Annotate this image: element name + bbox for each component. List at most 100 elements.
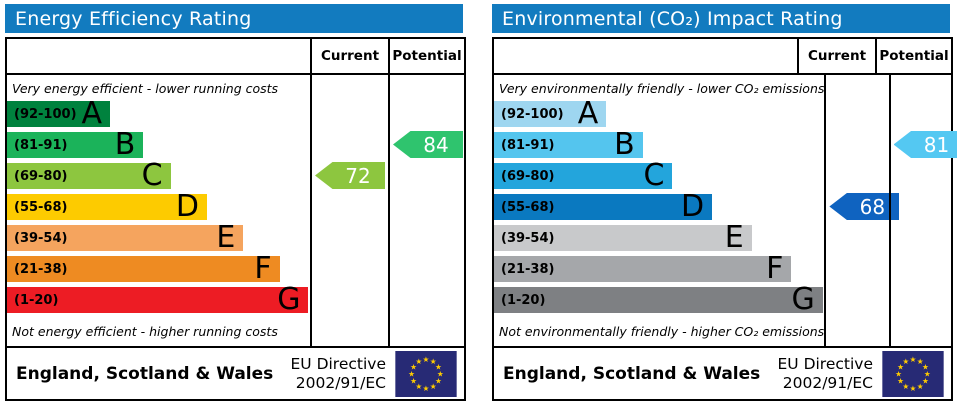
co2-bottom-caption: Not environmentally friendly - higher CO… (499, 323, 825, 339)
region-label: England, Scotland & Wales (16, 363, 274, 384)
co2-potential-rating-arrow: 81 (893, 131, 957, 158)
energy-panel-title: Energy Efficiency Rating (15, 7, 252, 30)
energy-table-header: Current Potential (7, 39, 464, 75)
energy-header-spacer (7, 39, 310, 73)
svg-text:★: ★ (902, 381, 909, 390)
band-range-label: (69-80) (501, 168, 555, 184)
co2-band-row: (55-68) D (494, 189, 824, 224)
co2-band-row: (39-54) E (494, 220, 824, 255)
svg-text:★: ★ (924, 369, 931, 378)
co2-band-row: (92-100) A (494, 96, 824, 131)
energy-band-row: (21-38) F (7, 254, 310, 284)
band-letter: D (175, 189, 199, 224)
energy-chart-body: Very energy efficient - lower running co… (7, 75, 464, 346)
co2-top-caption: Very environmentally friendly - lower CO… (499, 80, 825, 96)
co2-band-e: (39-54) E (494, 220, 752, 255)
svg-text:★: ★ (910, 355, 917, 364)
energy-band-g: (1-20) G (7, 282, 309, 317)
energy-band-b: (81-91) B (7, 127, 144, 162)
energy-title-bar: Energy Efficiency Rating (5, 4, 463, 33)
band-letter: C (643, 158, 665, 193)
co2-band-chart: Very environmentally friendly - lower CO… (494, 75, 824, 346)
svg-text:★: ★ (435, 362, 442, 371)
energy-band-chart: Very energy efficient - lower running co… (7, 75, 310, 346)
co2-band-row: (1-20) G (494, 285, 824, 315)
svg-text:★: ★ (922, 362, 929, 371)
energy-current-rating-value: 72 (345, 163, 371, 188)
band-letter: A (577, 96, 599, 131)
eu-directive-label: EU Directive 2002/91/EC (778, 355, 874, 392)
environmental-impact-panel: Environmental (CO₂) Impact Rating Curren… (492, 4, 957, 401)
co2-current-rating-arrow: 68 (829, 193, 900, 220)
co2-band-b: (81-91) B (494, 130, 643, 160)
svg-text:★: ★ (415, 357, 422, 366)
svg-text:★: ★ (897, 362, 904, 371)
energy-potential-rating-value: 84 (423, 132, 449, 157)
band-letter: C (141, 158, 163, 193)
band-letter: D (680, 189, 705, 224)
band-letter: E (216, 220, 236, 255)
band-letter: G (277, 282, 301, 317)
band-range-label: (39-54) (14, 230, 68, 246)
svg-text:★: ★ (437, 369, 444, 378)
band-range-label: (21-38) (14, 261, 68, 277)
eu-directive-line2: 2002/91/EC (295, 373, 386, 392)
energy-potential-column-header: Potential (388, 39, 464, 73)
energy-band-a: (92-100) A (7, 99, 111, 129)
co2-panel-title: Environmental (CO₂) Impact Rating (502, 7, 843, 30)
energy-band-row: (69-80) C (7, 158, 310, 193)
svg-text:★: ★ (917, 381, 924, 390)
eu-directive-line2: 2002/91/EC (782, 373, 873, 392)
band-range-label: (21-38) (501, 261, 555, 277)
band-letter: B (114, 127, 136, 162)
energy-potential-column: 84 (388, 75, 464, 346)
co2-band-row: (81-91) B (494, 130, 824, 160)
band-range-label: (39-54) (501, 230, 555, 246)
energy-band-d: (55-68) D (7, 189, 207, 224)
energy-band-c: (69-80) C (7, 158, 171, 193)
energy-band-row: (81-91) B (7, 127, 310, 162)
energy-efficiency-panel: Energy Efficiency Rating Current Potenti… (5, 4, 466, 401)
svg-text:★: ★ (430, 357, 437, 366)
eu-flag-icon: ★ ★★★★★★★★★★★ (395, 350, 457, 397)
energy-band-row: (1-20) G (7, 282, 310, 317)
svg-text:★: ★ (897, 376, 904, 385)
co2-potential-rating-value: 81 (923, 132, 950, 157)
co2-header-spacer (494, 39, 797, 73)
co2-current-rating-value: 68 (859, 194, 886, 219)
co2-band-c: (69-80) C (494, 158, 673, 193)
band-range-label: (69-80) (14, 168, 68, 184)
co2-potential-column-header: Potential (875, 39, 951, 73)
energy-band-f: (21-38) F (7, 254, 280, 284)
co2-band-a: (92-100) A (494, 96, 607, 131)
svg-text:★: ★ (435, 376, 442, 385)
energy-top-caption: Very energy efficient - lower running co… (12, 80, 279, 96)
eu-directive-line1: EU Directive (777, 355, 874, 374)
band-range-label: (92-100) (501, 106, 564, 122)
energy-band-e: (39-54) E (7, 220, 244, 255)
band-range-label: (55-68) (14, 199, 68, 215)
co2-band-row: (21-38) F (494, 251, 824, 286)
energy-bottom-caption: Not energy efficient - higher running co… (12, 323, 278, 339)
region-label: England, Scotland & Wales (503, 363, 761, 384)
band-range-label: (1-20) (14, 292, 59, 308)
svg-text:★: ★ (895, 369, 902, 378)
co2-potential-column: 81 (888, 75, 957, 346)
co2-band-row: (69-80) C (494, 158, 824, 193)
eu-flag-icon: ★ ★★★★★★★★★★★ (882, 350, 944, 397)
band-letter: E (724, 220, 744, 255)
co2-band-d: (55-68) D (494, 189, 713, 224)
energy-current-column-header: Current (310, 39, 388, 73)
svg-text:★: ★ (430, 381, 437, 390)
band-letter: F (766, 251, 784, 286)
energy-band-row: (92-100) A (7, 99, 310, 129)
co2-rating-table: Current Potential Very environmentally f… (492, 37, 957, 401)
svg-text:★: ★ (917, 357, 924, 366)
band-range-label: (1-20) (501, 292, 546, 308)
band-range-label: (81-91) (14, 137, 68, 153)
energy-current-rating-arrow: 72 (315, 162, 385, 189)
svg-text:★: ★ (410, 376, 417, 385)
co2-current-column-header: Current (797, 39, 875, 73)
energy-rating-table: Current Potential Very energy efficient … (5, 37, 466, 401)
